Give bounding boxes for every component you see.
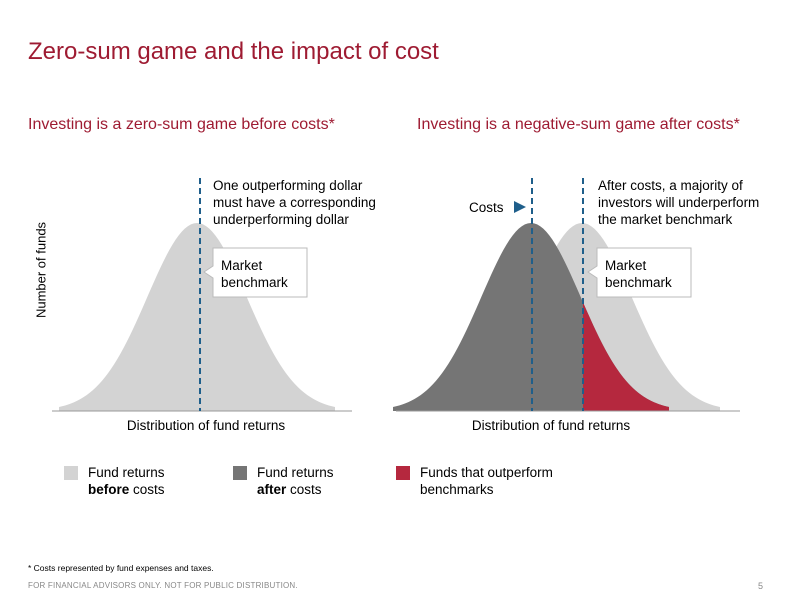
benchmark-callout-box [587, 247, 692, 298]
left-benchmark-callout-label: Market benchmark [221, 258, 288, 290]
costs-arrow-icon [514, 201, 526, 213]
legend-swatch-after [233, 466, 247, 480]
legend-item-before-costs: Fund returns before costs [64, 464, 165, 498]
benchmark-callout-box [203, 247, 308, 298]
legend-text: Fund returns before costs [88, 464, 165, 498]
legend-bold: before [88, 482, 130, 497]
page-title: Zero-sum game and the impact of cost [28, 38, 439, 65]
right-chart [393, 178, 740, 412]
outperform-area [583, 302, 669, 411]
right-benchmark-callout-label: Market benchmark [605, 258, 672, 290]
legend-rest: costs [286, 482, 322, 497]
legend-item-after-costs: Fund returns after costs [233, 464, 334, 498]
right-top-annotation: After costs, a majority of investors wil… [598, 178, 760, 227]
footnote: * Costs represented by fund expenses and… [28, 563, 214, 573]
legend-rest: benchmarks [420, 482, 494, 497]
legend-swatch-outperform [396, 466, 410, 480]
legend-text: Funds that outperform benchmarks [420, 464, 553, 498]
left-chart [52, 178, 352, 412]
legend-bold: after [257, 482, 287, 497]
right-chart-title: Investing is a negative-sum game after c… [417, 116, 740, 133]
legend-text: Fund returns after costs [257, 464, 334, 498]
left-x-axis-label: Distribution of fund returns [126, 418, 286, 433]
legend-rest: costs [129, 482, 165, 497]
left-top-annotation: One outperforming dollar must have a cor… [213, 178, 376, 227]
legend-swatch-before [64, 466, 78, 480]
costs-label: Costs [469, 200, 504, 215]
footer-disclaimer: FOR FINANCIAL ADVISORS ONLY. NOT FOR PUB… [28, 581, 298, 590]
before-costs-area [59, 223, 335, 411]
right-x-axis-label: Distribution of fund returns [471, 418, 631, 433]
legend-line1: Fund returns [257, 465, 334, 480]
legend-item-outperform: Funds that outperform benchmarks [396, 464, 553, 498]
legend-line1: Funds that outperform [420, 465, 553, 480]
page-number: 5 [758, 581, 764, 591]
legend-line1: Fund returns [88, 465, 165, 480]
y-axis-label: Number of funds [33, 221, 49, 319]
left-chart-title: Investing is a zero-sum game before cost… [28, 116, 335, 133]
